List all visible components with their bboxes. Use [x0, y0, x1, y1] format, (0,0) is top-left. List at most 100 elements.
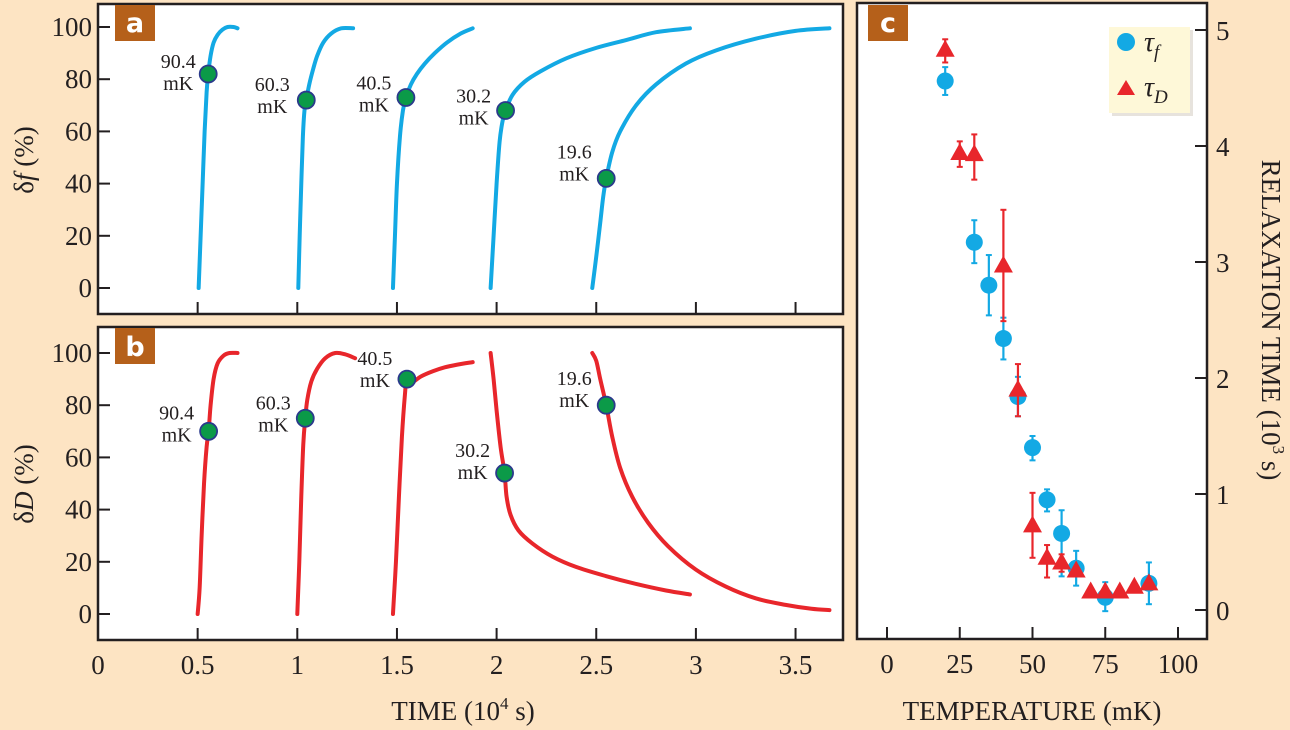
legend-tau-f-symbol	[1117, 33, 1135, 51]
x-tick-label: 100	[1158, 649, 1199, 679]
panel-c-points	[935, 38, 1159, 613]
tau-f-point	[980, 276, 998, 294]
relaxation-curve	[196, 24, 240, 290]
x-tick-label: 75	[1092, 649, 1119, 679]
tau-d-point	[1095, 581, 1115, 599]
legend-tau-f-label: τf	[1144, 27, 1162, 63]
temperature-label: 40.5	[356, 72, 391, 94]
tau-f-point	[1038, 491, 1056, 509]
panel-b-markers	[199, 369, 616, 483]
y-tick-label: 5	[1216, 16, 1230, 46]
x-tick-label: 1.5	[380, 650, 414, 680]
curve-midpoint-marker	[296, 90, 316, 110]
y-tick-label: 0	[79, 273, 93, 303]
tau-d-point	[1124, 576, 1144, 594]
y-tick-label: 20	[65, 221, 92, 251]
panel-c-frame	[855, 1, 1209, 641]
temperature-unit-label: mK	[559, 163, 590, 185]
panel-b-label: b	[125, 332, 144, 363]
temperature-label: 60.3	[256, 392, 291, 414]
curve-midpoint-marker	[295, 408, 315, 428]
relaxation-curve	[590, 351, 832, 613]
panel-b-label-box	[115, 328, 155, 364]
y-tick-label: 2	[1216, 364, 1230, 394]
temperature-label: 19.6	[557, 368, 592, 390]
panel-c-label: c	[880, 8, 896, 39]
tau-d-point	[964, 144, 984, 162]
tau-f-point	[936, 72, 954, 90]
temperature-label: 60.3	[255, 74, 290, 96]
panel-c-label-box	[868, 5, 908, 41]
curve-midpoint-marker	[199, 421, 219, 441]
panel-a-markers	[198, 64, 616, 188]
temperature-label: 90.4	[161, 51, 196, 73]
x-tick-label: 0	[880, 649, 894, 679]
y-tick-label: 20	[65, 547, 92, 577]
temperature-unit-label: mK	[257, 96, 288, 118]
legend-tau-d-label: τD	[1144, 72, 1168, 108]
temperature-label: 40.5	[357, 348, 392, 370]
tau-f-point	[994, 330, 1012, 348]
y-tick-label: 4	[1216, 132, 1230, 162]
relaxation-curve	[295, 350, 358, 616]
y-tick-label: 100	[52, 338, 93, 368]
time-axis-title: TIME (104 s)	[391, 694, 534, 726]
tau-f-point	[965, 233, 983, 251]
panel-b-plot-area	[98, 327, 843, 640]
temperature-label: 30.2	[455, 440, 490, 462]
y-tick-label: 1	[1216, 480, 1230, 510]
panel-a-y-axis-title: δf (%)	[9, 126, 39, 193]
tau-d-point	[1110, 581, 1130, 599]
legend: τf τD	[1109, 27, 1193, 116]
panel-c-y-axis-title: RELAXATION TIME (103 s)	[1256, 160, 1288, 481]
temperature-unit-label: mK	[360, 370, 391, 392]
tau-f-point	[1053, 524, 1071, 542]
curve-midpoint-marker	[397, 369, 417, 389]
legend-tau-d-symbol	[1117, 80, 1135, 95]
temperature-unit-label: mK	[163, 73, 194, 95]
y-tick-label: 0	[1216, 596, 1230, 626]
relaxation-curve	[296, 25, 356, 290]
y-tick-label: 100	[52, 12, 93, 42]
temperature-unit-label: mK	[458, 462, 489, 484]
temperature-axis-title: TEMPERATURE (mK)	[903, 696, 1162, 726]
y-tick-label: 0	[79, 599, 93, 629]
panel-b-y-ticks: 0 20 40 60 80 100	[52, 338, 110, 629]
y-tick-label: 80	[65, 64, 92, 94]
x-tick-label: 1	[291, 650, 305, 680]
temperature-unit-label: mK	[559, 390, 590, 412]
x-tick-label: 0.5	[181, 650, 215, 680]
x-tick-label: 3.5	[779, 650, 813, 680]
x-tick-label: 0	[91, 650, 105, 680]
temperature-label: 19.6	[557, 141, 592, 163]
temperature-label: 90.4	[159, 402, 194, 424]
y-tick-label: 40	[65, 495, 92, 525]
temperature-unit-label: mK	[162, 424, 193, 446]
panel-c-plot: 0 1 2 3 4 5 0 25 50 75 100 c τf τD RELAXATION TIM…	[855, 1, 1288, 726]
tau-d-point	[1081, 581, 1101, 599]
panel-b-y-axis-title: δD (%)	[9, 444, 39, 523]
panel-b-frame	[96, 325, 845, 642]
panel-a-frame	[96, 2, 845, 316]
tau-f-point	[1024, 439, 1041, 457]
tau-d-point	[1037, 547, 1057, 565]
tau-d-point	[1052, 552, 1072, 570]
tau-d-point	[993, 255, 1013, 273]
tau-d-point	[1139, 573, 1159, 591]
panel-c-x-ticks: 0 25 50 75 100	[880, 627, 1198, 679]
relaxation-curve	[488, 26, 692, 290]
x-tick-label: 2	[490, 650, 504, 680]
x-tick-label: 3	[689, 650, 703, 680]
x-tick-label: 2.5	[579, 650, 613, 680]
y-tick-label: 60	[65, 442, 92, 472]
temperature-unit-label: mK	[459, 108, 490, 130]
curve-midpoint-marker	[198, 64, 218, 84]
curve-midpoint-marker	[596, 395, 616, 415]
curve-midpoint-marker	[596, 168, 616, 188]
x-tick-label: 50	[1019, 649, 1046, 679]
curve-midpoint-marker	[396, 88, 416, 107]
